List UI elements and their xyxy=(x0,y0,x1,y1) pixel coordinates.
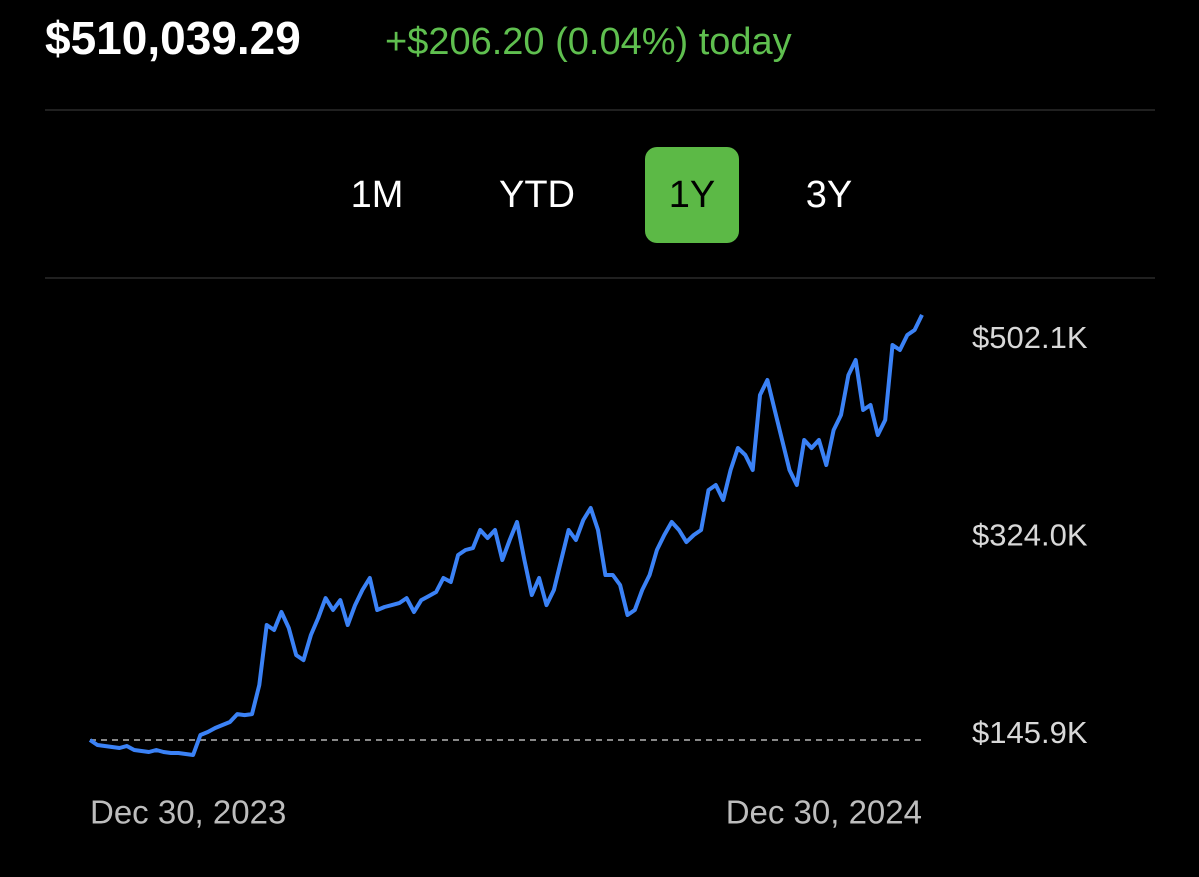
price-line xyxy=(88,314,924,757)
range-tabs: 1M YTD 1Y 3Y xyxy=(351,147,852,243)
daily-change: +$206.20 (0.04%) today xyxy=(385,21,792,63)
range-tab[interactable]: 1M xyxy=(351,174,404,216)
tab-label: YTD xyxy=(499,174,575,216)
active-tab-bg xyxy=(645,147,739,243)
x-tick-label: Dec 30, 2024 xyxy=(726,794,922,831)
y-tick-label: $502.1K xyxy=(972,320,1088,355)
balance: $510,039.29 xyxy=(45,12,301,64)
y-tick-label: $324.0K xyxy=(972,518,1088,553)
chart: $145.9K $324.0K $502.1K Dec 30, 2023 Dec 30,… xyxy=(88,314,1088,831)
tab-label: 3Y xyxy=(806,174,852,216)
range-tab[interactable]: 3Y xyxy=(806,174,852,216)
range-tab[interactable]: YTD xyxy=(499,174,575,216)
range-tab[interactable]: 1Y xyxy=(645,147,739,243)
y-tick-label: $145.9K xyxy=(972,715,1088,750)
tab-label: 1M xyxy=(351,174,404,216)
x-tick-label: Dec 30, 2023 xyxy=(90,794,286,831)
tab-label: 1Y xyxy=(669,174,715,216)
